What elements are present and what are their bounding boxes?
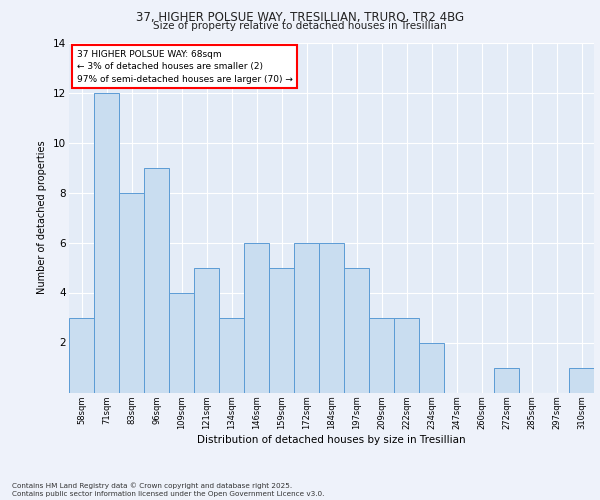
Bar: [319, 242, 344, 392]
Bar: [369, 318, 394, 392]
Text: Contains public sector information licensed under the Open Government Licence v3: Contains public sector information licen…: [12, 491, 325, 497]
Text: Contains HM Land Registry data © Crown copyright and database right 2025.: Contains HM Land Registry data © Crown c…: [12, 482, 292, 489]
X-axis label: Distribution of detached houses by size in Tresillian: Distribution of detached houses by size …: [197, 434, 466, 444]
Bar: [344, 268, 369, 392]
Bar: [144, 168, 169, 392]
Bar: [94, 92, 119, 393]
Text: Size of property relative to detached houses in Tresillian: Size of property relative to detached ho…: [153, 21, 447, 31]
Bar: [394, 318, 419, 392]
Bar: [219, 318, 244, 392]
Bar: [294, 242, 319, 392]
Bar: [419, 342, 444, 392]
Bar: [169, 292, 194, 392]
Y-axis label: Number of detached properties: Number of detached properties: [37, 140, 47, 294]
Bar: [119, 192, 144, 392]
Bar: [244, 242, 269, 392]
Bar: [569, 368, 594, 392]
Bar: [194, 268, 219, 392]
Bar: [69, 318, 94, 392]
Bar: [269, 268, 294, 392]
Text: 37 HIGHER POLSUE WAY: 68sqm
← 3% of detached houses are smaller (2)
97% of semi-: 37 HIGHER POLSUE WAY: 68sqm ← 3% of deta…: [77, 50, 293, 84]
Text: 37, HIGHER POLSUE WAY, TRESILLIAN, TRURO, TR2 4BG: 37, HIGHER POLSUE WAY, TRESILLIAN, TRURO…: [136, 11, 464, 24]
Bar: [494, 368, 519, 392]
